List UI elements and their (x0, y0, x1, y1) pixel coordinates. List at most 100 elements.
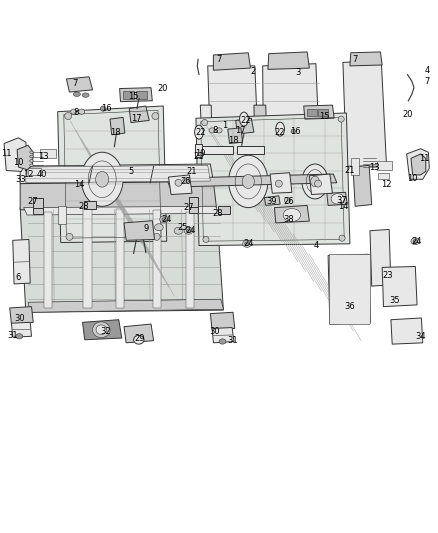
Ellipse shape (243, 240, 251, 247)
Polygon shape (304, 105, 334, 119)
Bar (28, 168, 41, 175)
Ellipse shape (276, 122, 284, 136)
Ellipse shape (411, 238, 420, 245)
Text: 21: 21 (345, 166, 355, 175)
Ellipse shape (100, 106, 106, 111)
Text: 29: 29 (134, 334, 145, 343)
Text: 32: 32 (100, 327, 111, 336)
Bar (194, 143, 202, 157)
Text: 24: 24 (412, 237, 422, 246)
Text: 12: 12 (23, 171, 33, 180)
Text: 13: 13 (369, 163, 380, 172)
Bar (351, 158, 359, 175)
Bar (123, 91, 134, 99)
Polygon shape (275, 205, 309, 223)
Polygon shape (169, 175, 192, 195)
Bar (136, 91, 147, 99)
Text: 23: 23 (382, 271, 393, 280)
Text: 28: 28 (78, 202, 89, 211)
Text: 30: 30 (209, 327, 220, 336)
Text: 14: 14 (74, 180, 85, 189)
Polygon shape (26, 165, 210, 183)
Polygon shape (124, 324, 154, 343)
Polygon shape (236, 118, 254, 134)
Ellipse shape (219, 339, 226, 344)
Ellipse shape (30, 151, 33, 154)
Ellipse shape (209, 128, 215, 133)
Text: 6: 6 (16, 273, 21, 282)
Text: 34: 34 (415, 332, 426, 341)
Polygon shape (44, 212, 53, 308)
Polygon shape (10, 306, 33, 324)
Ellipse shape (16, 334, 23, 339)
Ellipse shape (216, 128, 222, 133)
Polygon shape (120, 88, 152, 102)
Ellipse shape (413, 239, 417, 243)
Text: 14: 14 (338, 202, 348, 211)
Ellipse shape (30, 164, 33, 167)
Text: 2: 2 (250, 67, 255, 76)
Text: 24: 24 (162, 215, 172, 224)
Polygon shape (58, 106, 167, 243)
Ellipse shape (339, 235, 345, 241)
Text: 21: 21 (186, 167, 197, 176)
Text: 10: 10 (407, 174, 418, 183)
Polygon shape (167, 174, 337, 187)
Ellipse shape (314, 180, 321, 187)
Text: 22: 22 (195, 128, 205, 136)
Bar (377, 161, 392, 169)
Polygon shape (11, 322, 32, 337)
Text: 5: 5 (128, 167, 133, 176)
Polygon shape (124, 221, 155, 240)
Text: 18: 18 (229, 135, 239, 144)
Ellipse shape (96, 325, 106, 335)
Ellipse shape (153, 233, 160, 240)
Polygon shape (129, 106, 149, 123)
Bar (218, 206, 230, 214)
Ellipse shape (186, 229, 191, 232)
Text: 1: 1 (222, 121, 227, 130)
Text: 22: 22 (241, 116, 251, 125)
Text: 8: 8 (73, 109, 79, 117)
Text: 7: 7 (216, 55, 222, 64)
Polygon shape (24, 206, 219, 215)
Polygon shape (13, 239, 30, 284)
Polygon shape (208, 66, 259, 171)
Polygon shape (20, 164, 213, 184)
Ellipse shape (81, 152, 123, 206)
Text: 11: 11 (1, 149, 11, 158)
Ellipse shape (155, 224, 163, 231)
Text: 27: 27 (27, 197, 38, 206)
Polygon shape (353, 165, 372, 206)
Polygon shape (268, 52, 309, 69)
Polygon shape (196, 113, 350, 246)
Polygon shape (327, 192, 347, 205)
Polygon shape (350, 52, 382, 66)
Ellipse shape (66, 233, 73, 240)
Text: 11: 11 (419, 154, 429, 163)
Text: 15: 15 (319, 111, 330, 120)
Ellipse shape (229, 155, 268, 208)
Text: 24: 24 (185, 226, 195, 235)
Text: 24: 24 (243, 239, 254, 248)
Text: 26: 26 (283, 197, 294, 206)
Text: 7: 7 (72, 79, 78, 88)
Ellipse shape (30, 160, 33, 162)
Text: 9: 9 (143, 224, 148, 232)
Ellipse shape (74, 92, 80, 96)
Polygon shape (28, 299, 223, 312)
Ellipse shape (95, 172, 109, 187)
Polygon shape (20, 206, 223, 312)
Polygon shape (411, 154, 426, 175)
Polygon shape (210, 312, 235, 330)
Ellipse shape (203, 237, 209, 243)
Text: 7: 7 (424, 77, 430, 86)
Polygon shape (213, 53, 251, 70)
Bar (84, 201, 96, 209)
Text: 7: 7 (353, 55, 358, 64)
Bar (58, 206, 66, 224)
Polygon shape (270, 173, 292, 193)
Ellipse shape (78, 109, 85, 114)
Text: 35: 35 (389, 296, 400, 305)
Ellipse shape (175, 179, 182, 186)
